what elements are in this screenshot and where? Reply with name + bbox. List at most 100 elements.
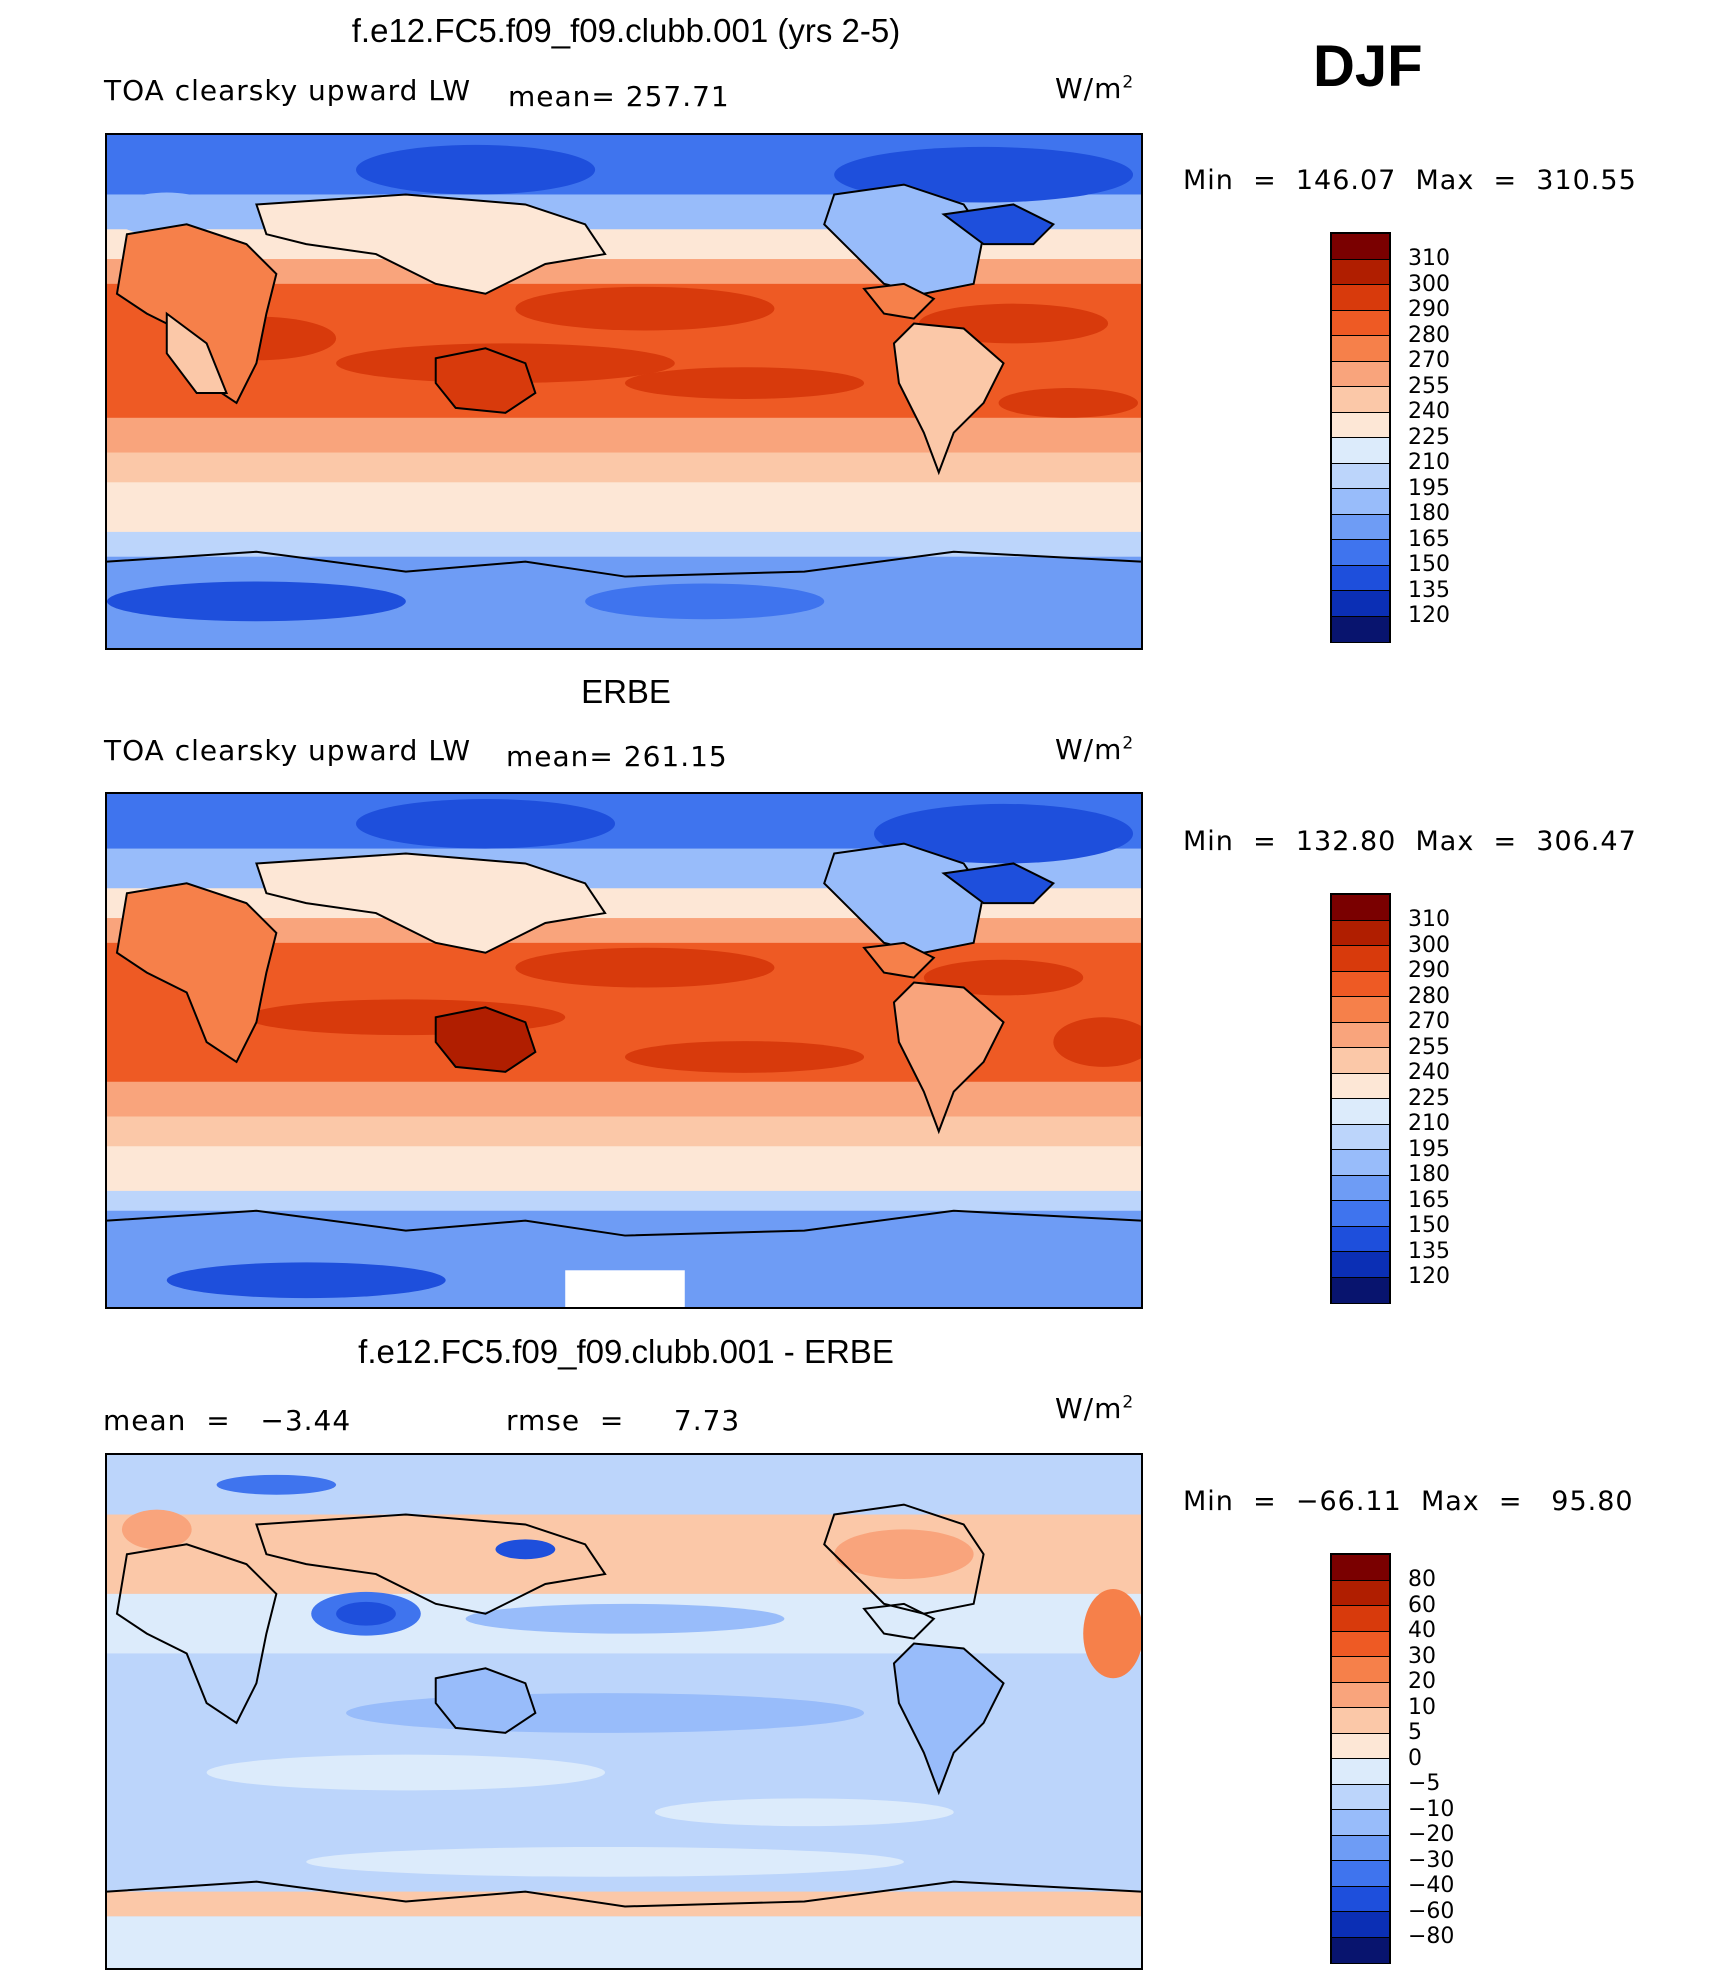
colorbar-swatch xyxy=(1332,1759,1389,1785)
colorbar-swatch xyxy=(1332,1657,1389,1683)
colorbar-label: 310 xyxy=(1408,907,1450,932)
colorbar-label: 300 xyxy=(1408,271,1450,297)
colorbar-swatch xyxy=(1332,946,1389,972)
colorbar-label: 10 xyxy=(1408,1694,1436,1720)
colorbar-label: −60 xyxy=(1408,1898,1455,1924)
colorbar-swatch xyxy=(1332,1201,1389,1227)
colorbar-label: 80 xyxy=(1408,1567,1436,1592)
panel-1-units: W/m2 xyxy=(1055,72,1135,105)
colorbar-label: −80 xyxy=(1408,1924,1455,1949)
panel-1-map-svg xyxy=(107,135,1141,648)
panel-3-units: W/m2 xyxy=(1055,1392,1135,1425)
colorbar-swatch xyxy=(1332,1555,1389,1581)
colorbar-swatch xyxy=(1332,895,1389,921)
colorbar-label: 210 xyxy=(1408,1111,1450,1136)
colorbar-label: 195 xyxy=(1408,1136,1450,1162)
colorbar-label: −30 xyxy=(1408,1847,1455,1873)
colorbar-label: 225 xyxy=(1408,424,1450,450)
panel-2-minmax: Min = 132.80 Max = 306.47 xyxy=(1183,826,1637,857)
colorbar-label: −10 xyxy=(1408,1796,1455,1822)
colorbar-label: 270 xyxy=(1408,1009,1450,1034)
colorbar-label: 60 xyxy=(1408,1592,1436,1618)
colorbar-label: 165 xyxy=(1408,526,1450,552)
colorbar-swatch xyxy=(1332,1124,1389,1150)
colorbar-label: 255 xyxy=(1408,1034,1450,1060)
panel-2-map-svg xyxy=(107,794,1141,1307)
colorbar-swatch xyxy=(1332,1912,1389,1938)
colorbar-label: 240 xyxy=(1408,1060,1450,1085)
colorbar-swatch xyxy=(1332,361,1389,387)
colorbar-label: −20 xyxy=(1408,1822,1455,1847)
colorbar-swatch xyxy=(1332,285,1389,311)
colorbar-label: 120 xyxy=(1408,603,1450,628)
colorbar-label: −40 xyxy=(1408,1873,1455,1898)
colorbar-label: 0 xyxy=(1408,1745,1422,1771)
colorbar-swatch xyxy=(1332,1580,1389,1606)
colorbar-swatch xyxy=(1332,1682,1389,1708)
panel-2-map xyxy=(105,792,1143,1309)
colorbar-label: 120 xyxy=(1408,1264,1450,1289)
panel-1-mean: mean= 257.71 xyxy=(508,80,730,113)
colorbar-swatch xyxy=(1332,1733,1389,1759)
panel-2-units: W/m2 xyxy=(1055,733,1135,766)
colorbar-label: 165 xyxy=(1408,1187,1450,1213)
colorbar-label: 20 xyxy=(1408,1669,1436,1694)
colorbar-swatch xyxy=(1332,1252,1389,1278)
colorbar-swatch xyxy=(1332,1861,1389,1887)
colorbar-swatch xyxy=(1332,920,1389,946)
colorbar-label: 300 xyxy=(1408,932,1450,958)
colorbar-swatch xyxy=(1332,234,1389,260)
colorbar-swatch xyxy=(1332,387,1389,413)
colorbar-swatch xyxy=(1332,1277,1389,1303)
panel-2-title: ERBE xyxy=(581,673,671,710)
colorbar-label: 195 xyxy=(1408,475,1450,501)
colorbar-swatch xyxy=(1332,565,1389,591)
colorbar-label: 180 xyxy=(1408,1162,1450,1187)
colorbar-swatch xyxy=(1332,489,1389,515)
panel-3-map-svg xyxy=(107,1455,1141,1968)
colorbar-label: 150 xyxy=(1408,552,1450,577)
panel-2-mean: mean= 261.15 xyxy=(506,740,728,773)
panel-1-variable: TOA clearsky upward LW xyxy=(104,74,472,107)
colorbar-swatch xyxy=(1332,1810,1389,1836)
colorbar-swatch xyxy=(1332,971,1389,997)
colorbar-swatch xyxy=(1332,438,1389,464)
colorbar-swatch xyxy=(1332,1937,1389,1963)
panel-3-colorbar xyxy=(1330,1553,1391,1964)
colorbar-swatch xyxy=(1332,310,1389,336)
colorbar-label: 5 xyxy=(1408,1720,1422,1745)
panel-1-minmax: Min = 146.07 Max = 310.55 xyxy=(1183,165,1637,196)
colorbar-label: 40 xyxy=(1408,1618,1436,1643)
colorbar-label: 30 xyxy=(1408,1643,1436,1669)
colorbar-swatch xyxy=(1332,1073,1389,1099)
colorbar-swatch xyxy=(1332,1048,1389,1074)
colorbar-label: 280 xyxy=(1408,322,1450,348)
colorbar-label: 150 xyxy=(1408,1213,1450,1238)
colorbar-label: 255 xyxy=(1408,373,1450,399)
colorbar-swatch xyxy=(1332,1835,1389,1861)
panel-3-map xyxy=(105,1453,1143,1970)
colorbar-label: 270 xyxy=(1408,348,1450,373)
colorbar-swatch xyxy=(1332,1631,1389,1657)
season-label: DJF xyxy=(1313,34,1423,99)
panel-1-map xyxy=(105,133,1143,650)
panel-1-colorbar-labels: 310 300 290 280 270 255 240 225 210 195 … xyxy=(1408,246,1450,629)
colorbar-swatch xyxy=(1332,259,1389,285)
colorbar-label: 290 xyxy=(1408,958,1450,983)
colorbar-swatch xyxy=(1332,1784,1389,1810)
panel-3-title: f.e12.FC5.f09_f09.clubb.001 - ERBE xyxy=(358,1333,894,1370)
panel-3-minmax: Min = −66.11 Max = 95.80 xyxy=(1183,1486,1634,1517)
panel-2-colorbar xyxy=(1330,893,1391,1304)
colorbar-label: 240 xyxy=(1408,399,1450,424)
panel-2-variable: TOA clearsky upward LW xyxy=(104,734,472,767)
panel-1-title: f.e12.FC5.f09_f09.clubb.001 (yrs 2-5) xyxy=(351,12,901,49)
colorbar-label: 290 xyxy=(1408,297,1450,322)
colorbar-label: −5 xyxy=(1408,1771,1441,1796)
colorbar-label: 310 xyxy=(1408,246,1450,271)
colorbar-label: 225 xyxy=(1408,1085,1450,1111)
colorbar-swatch xyxy=(1332,1886,1389,1912)
colorbar-swatch xyxy=(1332,591,1389,617)
colorbar-label: 280 xyxy=(1408,983,1450,1009)
panel-3-colorbar-labels: 80 60 40 30 20 10 5 0 −5 −10 −20 −30 −40… xyxy=(1408,1567,1454,1950)
colorbar-swatch xyxy=(1332,1708,1389,1734)
